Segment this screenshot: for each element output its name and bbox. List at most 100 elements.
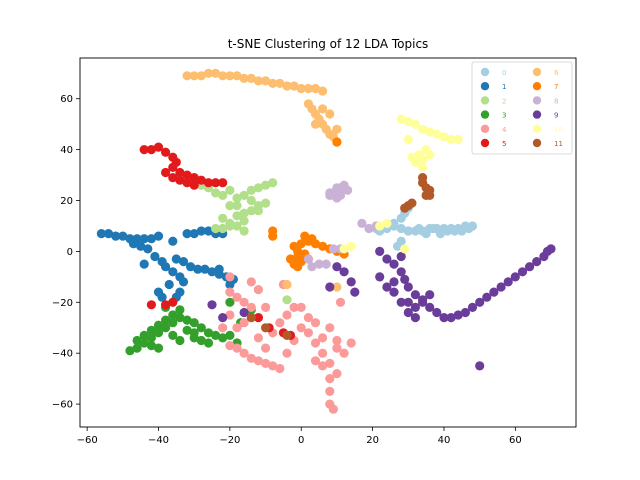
point-topic-9 (475, 297, 485, 307)
point-topic-7 (332, 137, 342, 147)
point-topic-4 (253, 285, 263, 295)
point-topic-9 (382, 282, 392, 292)
legend-label-2: 2 (502, 97, 506, 105)
point-topic-4 (289, 302, 299, 312)
point-topic-10 (418, 162, 428, 172)
legend-marker-2 (480, 96, 490, 105)
point-topic-2 (246, 185, 256, 195)
point-topic-2 (225, 201, 235, 211)
point-topic-1 (143, 244, 153, 254)
point-topic-3 (175, 313, 185, 323)
legend-label-0: 0 (502, 69, 506, 77)
point-topic-4 (261, 343, 271, 353)
point-topic-4 (318, 361, 328, 371)
point-topic-1 (150, 251, 160, 262)
point-topic-0 (464, 223, 474, 234)
point-topic-9 (396, 251, 406, 262)
legend-marker-6 (532, 67, 542, 77)
point-topic-1 (225, 279, 235, 290)
point-topic-1 (186, 262, 196, 272)
point-topic-10 (396, 114, 406, 124)
point-topic-1 (182, 229, 192, 239)
point-topic-2 (253, 183, 263, 193)
point-topic-3 (132, 343, 142, 353)
point-topic-1 (157, 292, 167, 302)
point-topic-1 (207, 267, 217, 277)
point-topic-9 (432, 307, 442, 318)
point-topic-3 (153, 328, 164, 338)
point-topic-10 (403, 117, 413, 127)
point-topic-4 (225, 341, 235, 351)
point-topic-5 (146, 145, 156, 155)
point-topic-6 (303, 83, 313, 94)
point-topic-9 (446, 313, 456, 323)
point-topic-3 (203, 338, 214, 348)
point-topic-7 (268, 226, 278, 236)
point-topic-2 (218, 223, 228, 234)
point-topic-2 (232, 201, 242, 211)
y-tick-label: −40 (52, 349, 73, 360)
point-topic-4 (225, 287, 235, 297)
point-topic-2 (239, 226, 249, 236)
point-topic-4 (261, 358, 271, 368)
point-topic-4 (268, 361, 278, 371)
legend-frame (471, 61, 573, 155)
point-topic-3 (189, 328, 199, 338)
point-topic-6 (239, 73, 249, 83)
point-topic-4 (282, 348, 292, 358)
point-topic-5 (189, 173, 199, 183)
point-topic-5 (175, 175, 185, 185)
legend-label-10: 10 (554, 126, 563, 134)
point-topic-7 (318, 241, 328, 251)
point-topic-11 (261, 323, 271, 333)
point-topic-0 (414, 223, 424, 234)
point-topic-11 (282, 330, 292, 340)
point-topic-4 (282, 310, 292, 320)
point-topic-9 (218, 313, 228, 323)
point-topic-10 (339, 244, 349, 254)
point-topic-1 (214, 264, 224, 274)
point-topic-4 (303, 328, 313, 338)
point-topic-9 (489, 287, 499, 297)
point-topic-4 (253, 356, 263, 366)
point-topic-5 (161, 147, 171, 157)
point-topic-2 (232, 193, 242, 203)
point-topic-5 (189, 180, 199, 190)
point-topic-1 (103, 229, 114, 239)
point-topic-9 (503, 277, 513, 287)
point-topic-7 (293, 262, 303, 272)
point-topic-2 (261, 198, 271, 208)
point-topic-11 (400, 203, 410, 213)
point-topic-8 (328, 244, 338, 254)
point-topic-1 (146, 234, 156, 244)
point-topic-4 (310, 356, 321, 366)
point-topic-5 (168, 297, 178, 307)
x-tick-label: −20 (219, 435, 240, 446)
point-topic-3 (218, 333, 228, 343)
y-tick-label: 40 (60, 145, 73, 156)
point-topic-7 (296, 239, 306, 249)
point-topic-3 (175, 335, 185, 346)
point-topic-1 (111, 231, 121, 241)
point-topic-11 (425, 190, 435, 200)
point-topic-1 (203, 226, 214, 236)
point-topic-9 (410, 290, 420, 300)
point-topic-1 (118, 231, 128, 241)
point-topic-1 (139, 234, 149, 244)
point-topic-3 (182, 315, 192, 325)
point-topic-5 (146, 300, 156, 310)
point-topic-6 (268, 78, 278, 88)
chart-title: t-SNE Clustering of 12 LDA Topics (228, 37, 429, 51)
y-tick-label: −20 (52, 298, 73, 309)
point-topic-1 (128, 239, 139, 249)
point-topic-5 (211, 178, 221, 188)
point-topic-5 (182, 170, 192, 180)
point-topic-2 (211, 188, 221, 198)
point-topic-5 (139, 145, 149, 155)
point-topic-10 (425, 150, 435, 160)
point-topic-4 (232, 323, 242, 333)
point-topic-4 (232, 343, 242, 353)
point-topic-0 (389, 221, 399, 231)
point-topic-10 (418, 124, 428, 134)
